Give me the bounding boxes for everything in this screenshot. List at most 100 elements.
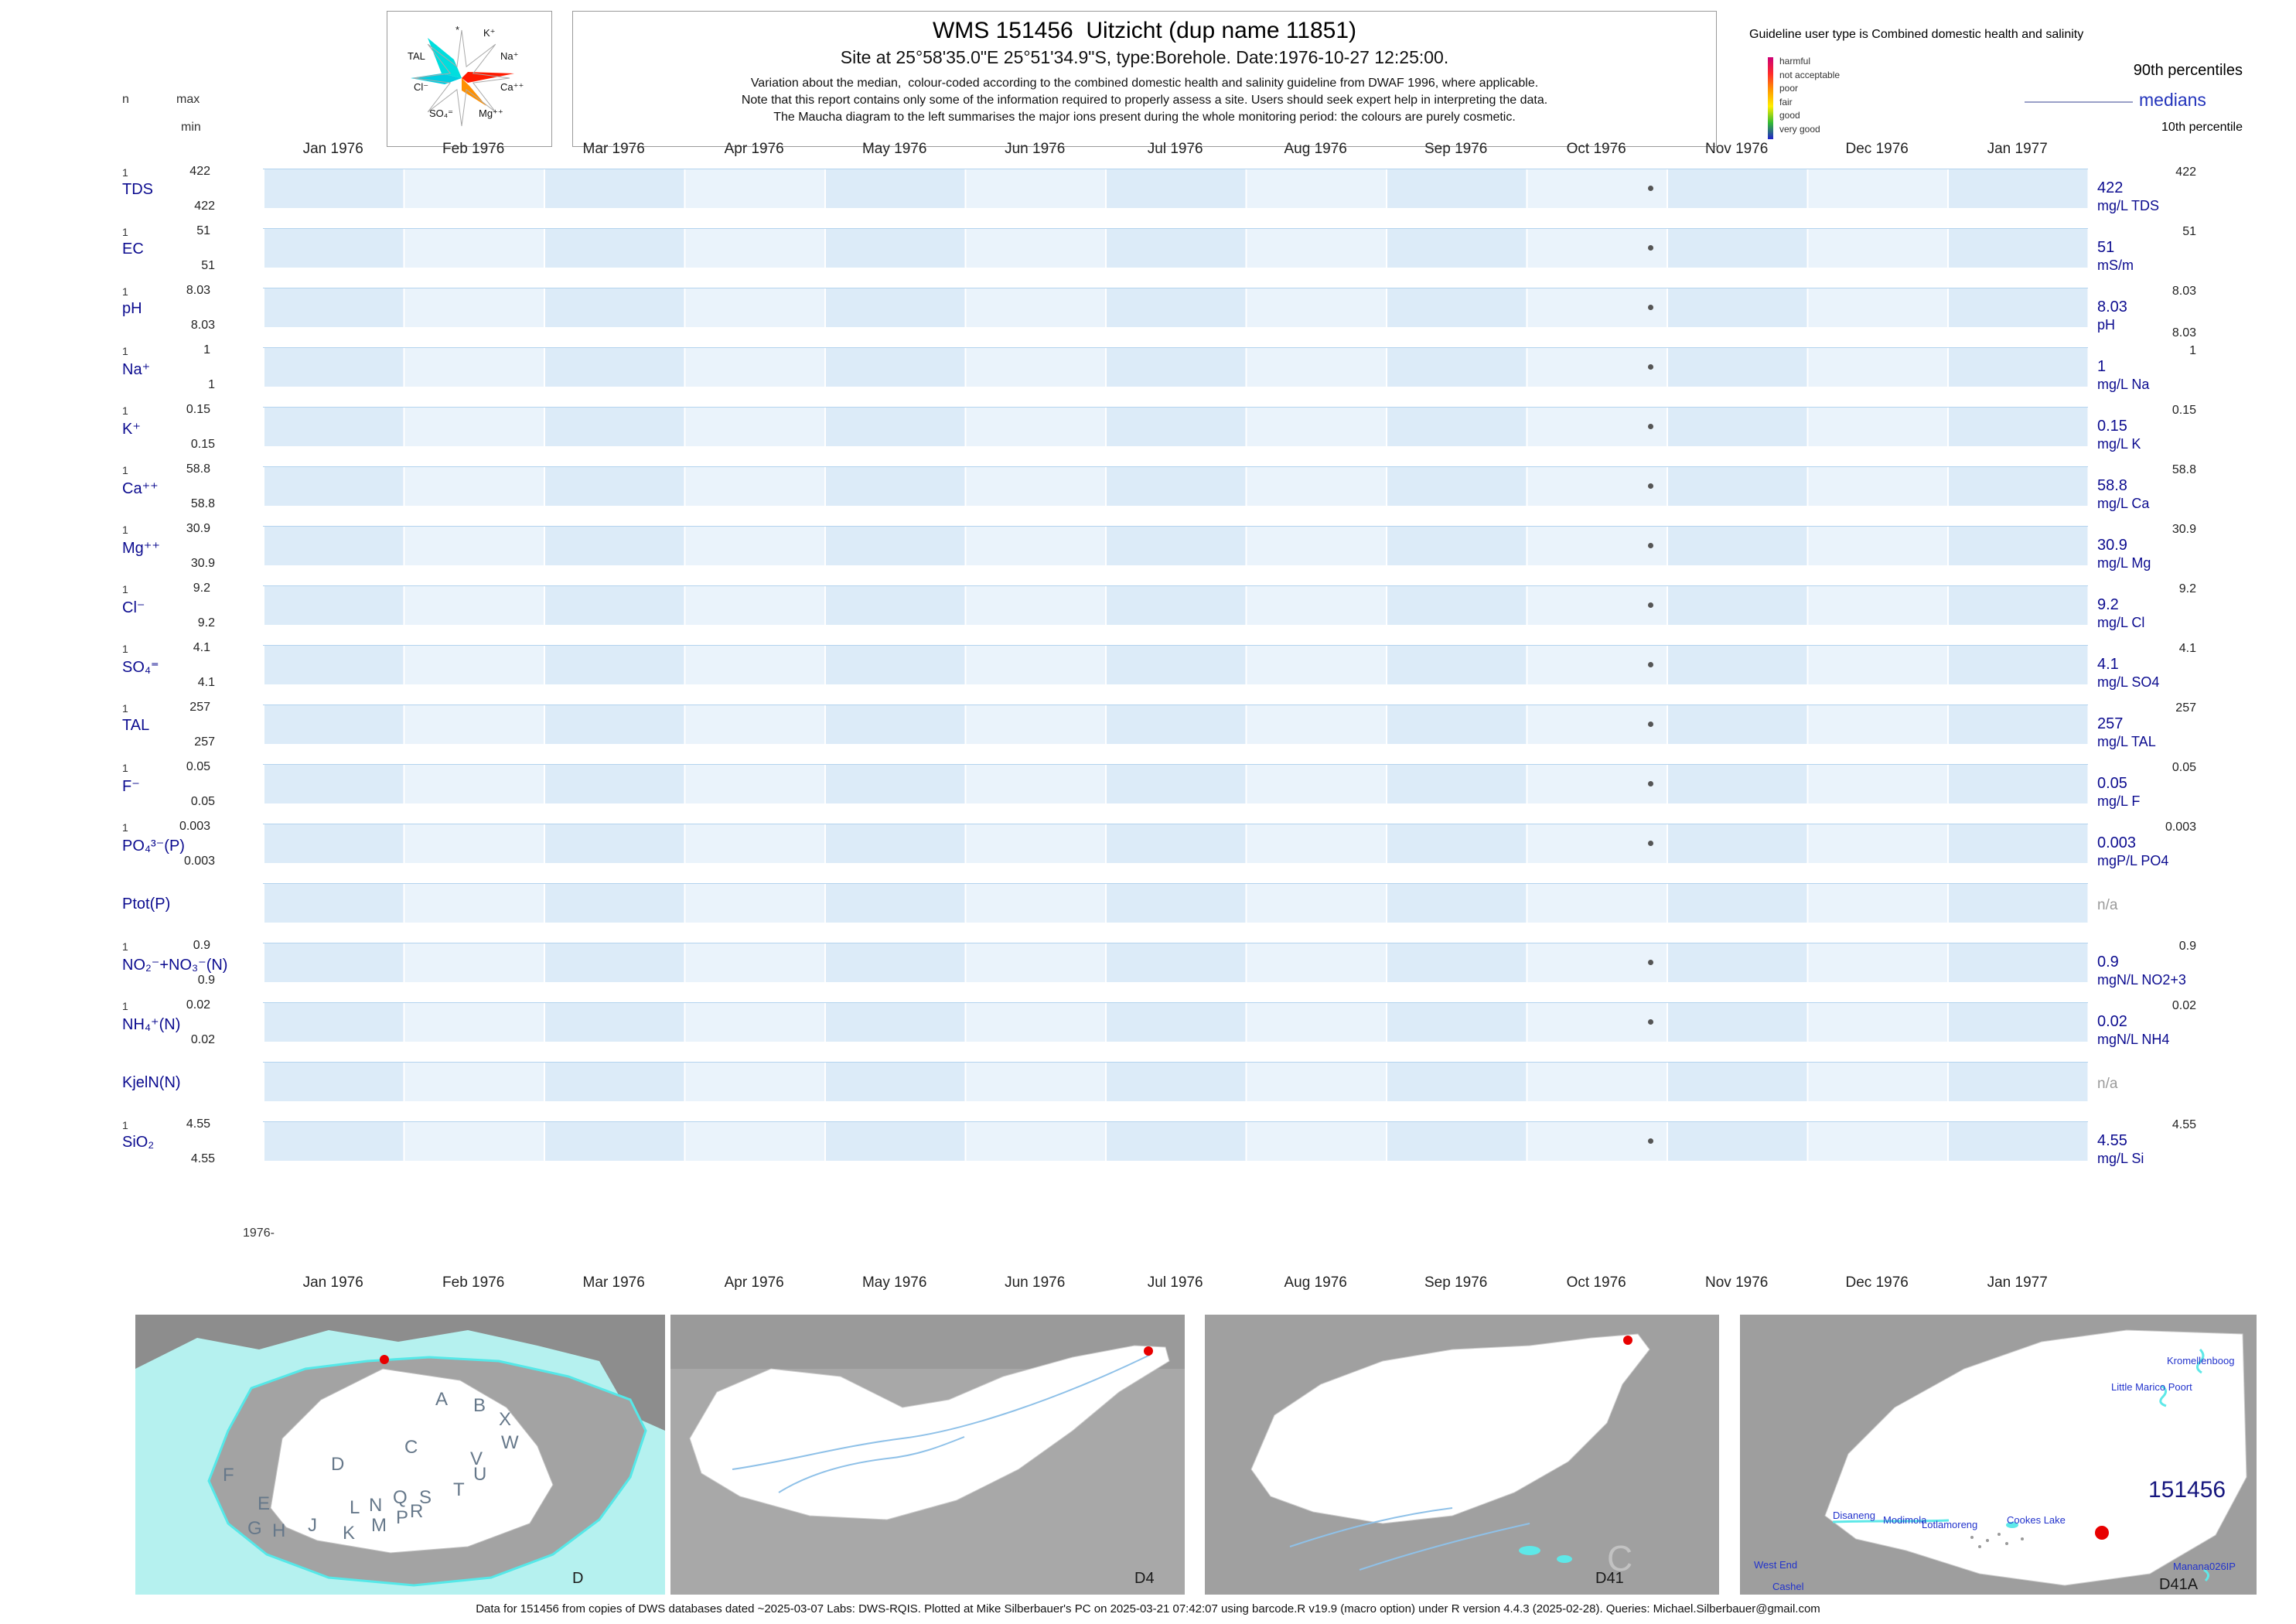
- max-value: 9.2: [193, 582, 210, 595]
- parameter-name: Cl⁻: [122, 599, 145, 616]
- month-label: Nov 1976: [1705, 1274, 1769, 1291]
- parameter-row: KjelN(N) n/a: [0, 1057, 2296, 1117]
- month-label: Sep 1976: [1424, 141, 1488, 157]
- guideline-class-label: harmful: [1779, 56, 1811, 67]
- month-label: Aug 1976: [1284, 1274, 1347, 1291]
- parameter-row: Ptot(P) n/a: [0, 879, 2296, 938]
- maucha-ca-lobe: [462, 72, 514, 83]
- parameter-name: SO₄⁼: [122, 659, 159, 676]
- island-speck: [1970, 1536, 1974, 1539]
- p90-value: 257: [2175, 701, 2196, 715]
- median-legend-label: medians: [2139, 90, 2206, 110]
- median-value: 0.15: [2097, 418, 2127, 435]
- note-variation: Variation about the median, colour-coded…: [750, 77, 1539, 90]
- unit-label: mg/L Na: [2097, 377, 2150, 392]
- month-label: Apr 1976: [724, 141, 784, 157]
- median-value: 4.55: [2097, 1132, 2127, 1149]
- sample-count: 1: [122, 940, 128, 953]
- timeline-band: [263, 645, 2088, 684]
- place-label: Cookes Lake: [2007, 1514, 2066, 1526]
- catchment-area: [1250, 1333, 1650, 1524]
- map-region-d41a: Kromellenboog Little Marico Poort Disane…: [1740, 1315, 2257, 1595]
- place-label: Disaneng: [1833, 1510, 1875, 1521]
- sample-count: 1: [122, 1000, 128, 1012]
- guideline-title: Guideline user type is Combined domestic…: [1749, 28, 2084, 41]
- parameter-name: NH₄⁺(N): [122, 1016, 181, 1033]
- sample-point: [1648, 543, 1653, 548]
- site-marker: [380, 1355, 389, 1364]
- max-value: 422: [189, 165, 210, 178]
- month-label: Jan 1977: [1987, 1274, 2048, 1291]
- neighbouring-land: [135, 1315, 665, 1431]
- timeline-band: [263, 824, 2088, 863]
- unit-label: mg/L Cl: [2097, 615, 2145, 630]
- timeline-band: [263, 288, 2088, 327]
- max-value: 30.9: [186, 522, 210, 535]
- parameter-name: Na⁺: [122, 361, 151, 378]
- parameter-row: 1 422 TDS 422 422 422 mg/L TDS: [0, 164, 2296, 223]
- sample-point: [1648, 722, 1653, 727]
- region-letter: U: [473, 1464, 487, 1485]
- island-speck: [1997, 1533, 2001, 1536]
- footer-attribution: Data for 151456 from copies of DWS datab…: [476, 1602, 1820, 1615]
- region-letter: B: [473, 1395, 486, 1416]
- sample-count: 1: [122, 702, 128, 715]
- timeline-band: [263, 407, 2088, 446]
- sample-point: [1648, 186, 1653, 191]
- region-letter: X: [499, 1409, 512, 1430]
- region-letter: M: [371, 1515, 387, 1536]
- sample-count: 1: [122, 821, 128, 834]
- maucha-label-na: Na⁺: [500, 50, 518, 62]
- region-letter: S: [419, 1487, 432, 1508]
- stats-header-max: max: [176, 93, 200, 106]
- median-value: 1: [2097, 358, 2107, 375]
- timeline-band: [263, 943, 2088, 982]
- guideline-colour-strip: [1768, 57, 1773, 139]
- median-value: 0.05: [2097, 775, 2127, 792]
- maucha-star-mark: *: [455, 24, 459, 36]
- sample-point: [1648, 662, 1653, 667]
- parameter-row: 1 1 Na⁺ 1 1 1 mg/L Na: [0, 343, 2296, 402]
- maucha-diagram-box: * K⁺ Na⁺ Ca⁺⁺ Mg⁺⁺ SO₄⁼ Cl⁻ TAL: [387, 11, 552, 147]
- island-speck: [2005, 1542, 2008, 1545]
- min-value: 8.03: [190, 319, 215, 332]
- river-line: [778, 1436, 965, 1493]
- catchment-area: [689, 1345, 1170, 1520]
- parameter-name: PO₄³⁻(P): [122, 838, 185, 855]
- p90-value: 51: [2182, 225, 2196, 238]
- no-data-label: n/a: [2097, 1076, 2118, 1092]
- region-letter: V: [470, 1448, 483, 1469]
- sample-point: [1648, 483, 1653, 489]
- island-speck: [1986, 1539, 1989, 1542]
- month-label: Jul 1976: [1147, 141, 1203, 157]
- p90-value: 422: [2175, 165, 2196, 179]
- region-letter: P: [396, 1507, 409, 1528]
- stats-header-min: min: [181, 121, 201, 134]
- guideline-class-label: good: [1779, 110, 1800, 121]
- stream: [2159, 1384, 2167, 1407]
- region-letter: N: [369, 1495, 383, 1516]
- no-data-label: n/a: [2097, 897, 2118, 913]
- site-marker: [2095, 1526, 2109, 1540]
- timeline-band: [263, 228, 2088, 268]
- site-marker: [1623, 1336, 1632, 1345]
- p90-value: 58.8: [2171, 463, 2196, 476]
- region-letter: R: [410, 1501, 424, 1522]
- timeline-band: [263, 1121, 2088, 1161]
- region-letter: D: [331, 1454, 345, 1475]
- timeline-band: [263, 526, 2088, 565]
- timeline-band: [263, 883, 2088, 923]
- median-value: 30.9: [2097, 537, 2127, 554]
- region-letter: W: [501, 1432, 519, 1453]
- max-value: 4.1: [193, 641, 210, 654]
- sample-point: [1648, 1019, 1653, 1025]
- parameter-row: 1 0.15 K⁺ 0.15 0.15 0.15 mg/L K: [0, 402, 2296, 462]
- site-line: Site at 25°58'35.0"E 25°51'34.9"S, type:…: [840, 47, 1449, 67]
- min-value: 9.2: [197, 616, 215, 629]
- maucha-label-k: K⁺: [483, 27, 496, 39]
- guideline-class-label: fair: [1779, 96, 1793, 107]
- sample-count: 1: [122, 762, 128, 774]
- sample-point: [1648, 960, 1653, 965]
- maucha-diagram: * K⁺ Na⁺ Ca⁺⁺ Mg⁺⁺ SO₄⁼ Cl⁻ TAL: [408, 24, 524, 127]
- map-panel-label: D41A: [2159, 1576, 2199, 1593]
